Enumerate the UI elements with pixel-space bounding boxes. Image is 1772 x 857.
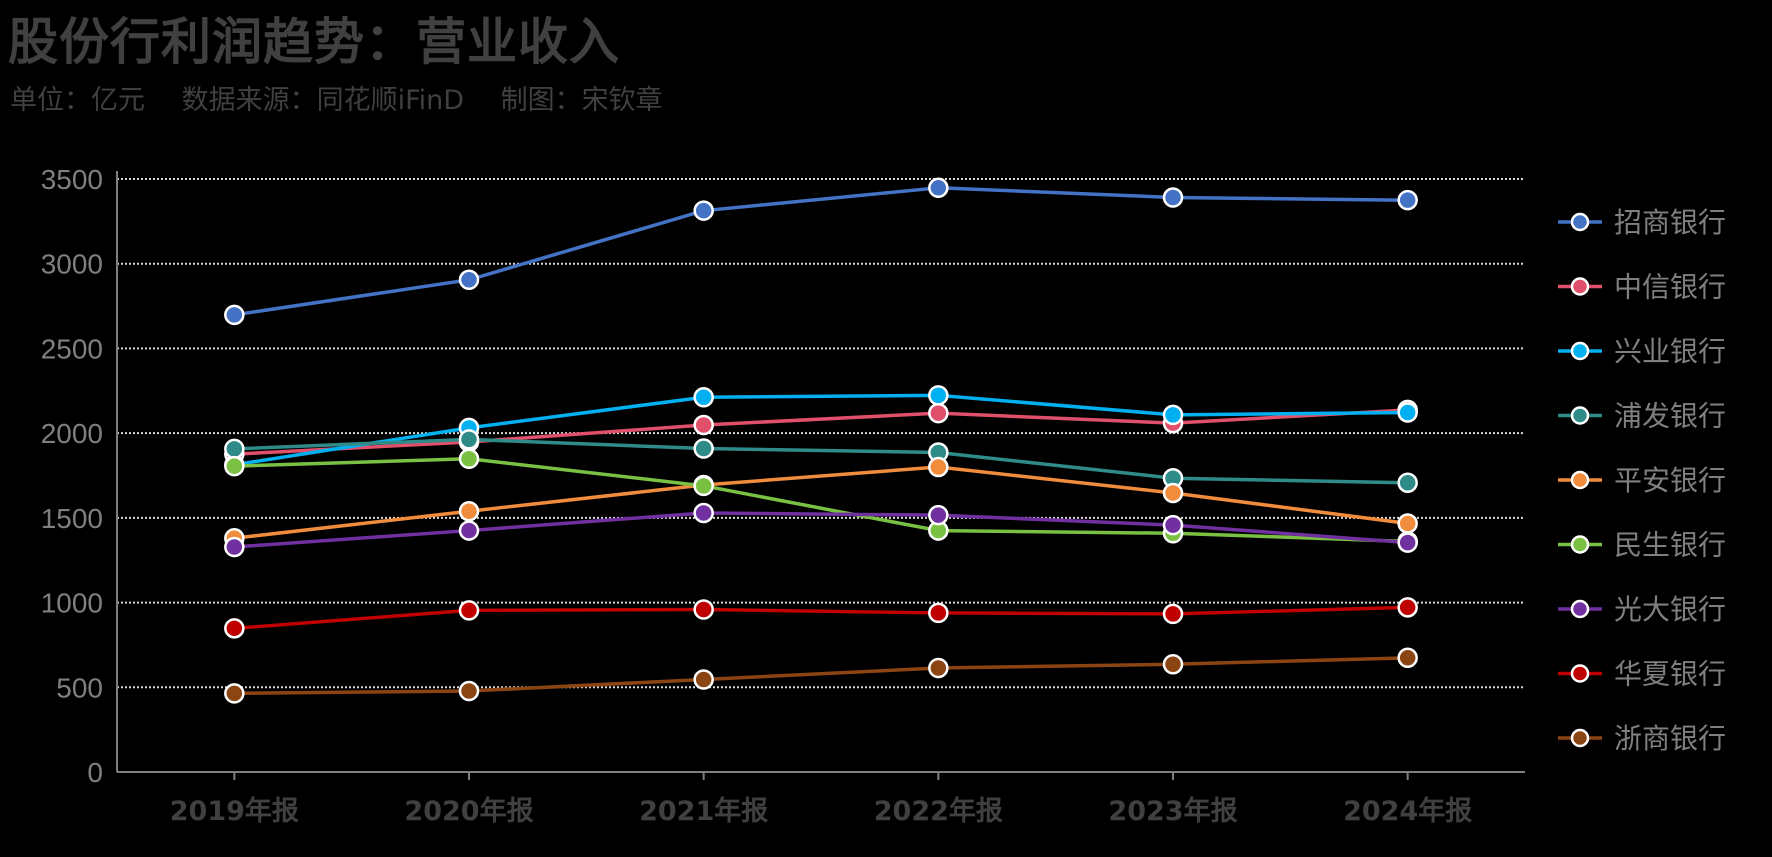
legend-label: 华夏银行 [1614,658,1726,691]
data-point [458,429,480,450]
legend-marker [1570,470,1590,490]
data-point [224,438,245,460]
chart-title: 股份行利润趋势：营业收入 [8,13,620,71]
x-tick-label: 2019年报 [170,795,299,827]
series-line [234,393,1408,467]
legend-label: 民生银行 [1614,529,1726,562]
data-point [458,448,480,469]
y-tick-label: 3500 [41,164,103,195]
data-point [458,269,480,291]
data-point [224,683,245,704]
data-point [1162,187,1184,208]
legend-marker [1570,277,1590,296]
unit-label: 单位：亿元 [10,85,145,116]
source-label: 数据来源：同花顺iFinD [181,85,465,116]
legend-label: 中信银行 [1614,271,1726,304]
data-point [928,657,949,679]
data-point [1162,514,1184,536]
data-point [1397,597,1418,618]
y-tick-label: 2500 [41,333,103,364]
data-point [1162,482,1184,504]
data-point [1397,513,1418,534]
data-point [1397,532,1418,553]
legend-marker [1570,728,1590,748]
series-line [234,656,1408,696]
series-line [234,408,1408,456]
x-tick-label: 2021年报 [639,795,768,827]
data-point [928,456,949,478]
y-tick-label: 2000 [41,418,103,449]
legend-label: 光大银行 [1614,593,1726,626]
data-point [1162,603,1184,625]
x-tick-label: 2024年报 [1343,795,1472,827]
data-point [693,599,714,620]
data-point [1397,472,1418,494]
legend-label: 平安银行 [1614,464,1726,497]
y-tick-label: 1500 [41,503,103,534]
data-point [928,177,949,199]
legend-label: 浙商银行 [1614,722,1726,755]
series-line [234,186,1408,317]
x-tick-label: 2020年报 [404,795,533,827]
data-point [458,680,480,702]
data-point [928,602,949,624]
legend-label: 招商银行 [1614,206,1726,239]
series-line [234,437,1408,485]
data-point [224,455,245,477]
x-tick-label: 2023年报 [1108,795,1237,827]
y-tick-label: 500 [56,672,103,703]
data-point [693,669,714,690]
data-point [458,500,480,522]
chart-subtitle: 单位：亿元 数据来源：同花顺iFinD 制图：宋钦章 [10,78,691,117]
y-tick-label: 0 [87,757,103,788]
y-tick-label: 3000 [41,249,103,280]
data-point [693,502,714,524]
data-point [224,536,245,558]
legend-marker [1570,406,1590,425]
legend-marker [1570,341,1590,361]
legend-marker [1570,212,1590,232]
data-point [693,414,714,436]
data-point [1162,653,1184,675]
legend-marker [1570,599,1590,619]
data-point [224,304,245,326]
legend-marker [1570,664,1590,683]
data-point [928,402,949,424]
data-point [458,520,480,541]
data-point [458,600,480,621]
data-point [1397,647,1418,669]
data-point [693,386,714,408]
data-point [693,200,714,221]
data-point [1162,404,1184,426]
data-point [928,504,949,526]
legend-label: 浦发银行 [1614,400,1726,433]
legend-marker [1570,535,1590,554]
data-point [693,438,714,459]
legend-label: 兴业银行 [1614,335,1726,368]
series-line [234,511,1408,549]
series-line [234,605,1408,631]
series-line [234,465,1408,540]
author-label: 制图：宋钦章 [500,85,663,116]
series-line [234,456,1408,544]
data-point [928,385,949,406]
data-point [1397,189,1418,211]
x-tick-label: 2022年报 [874,795,1003,827]
data-point [224,618,245,639]
data-point [693,475,714,497]
y-tick-label: 1000 [41,588,103,619]
data-point [1397,402,1418,423]
